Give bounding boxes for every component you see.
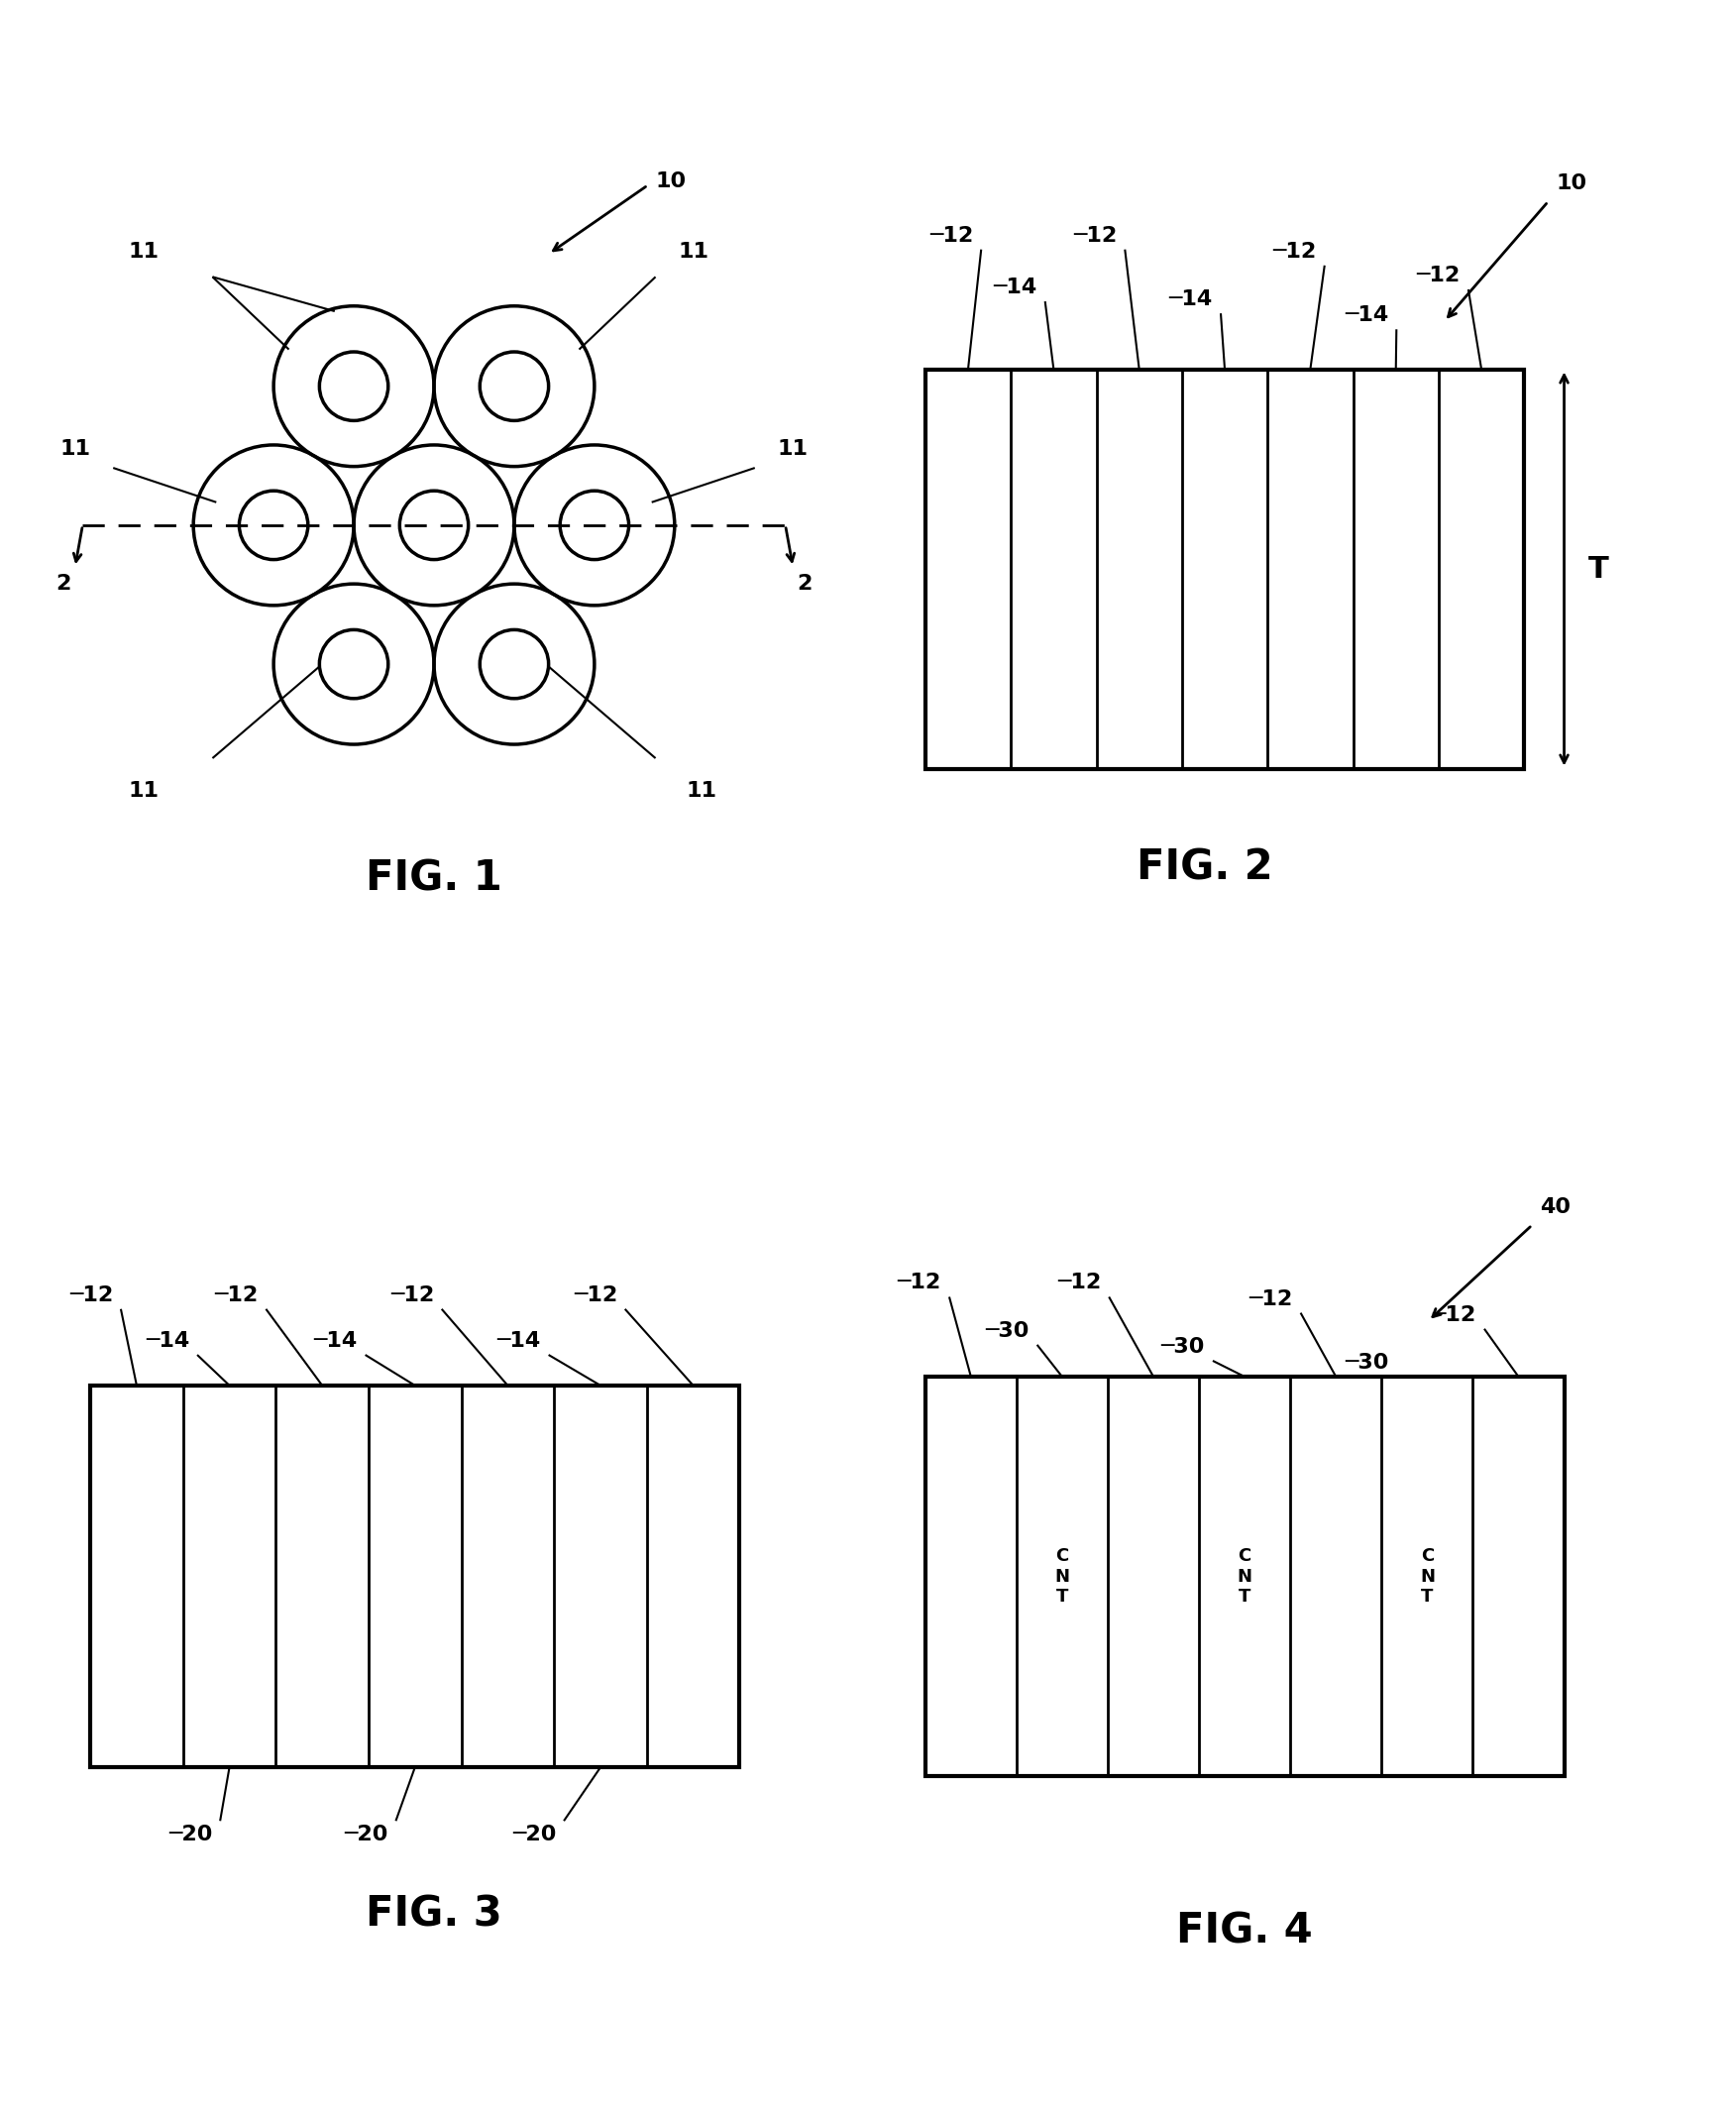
Text: ─12: ─12 xyxy=(69,1284,113,1306)
Text: T: T xyxy=(1588,554,1609,584)
Text: ─30: ─30 xyxy=(984,1320,1029,1342)
Text: ─12: ─12 xyxy=(1057,1274,1101,1293)
Text: ─12: ─12 xyxy=(1417,267,1460,286)
Text: 11: 11 xyxy=(128,781,160,802)
Bar xyxy=(1017,1378,1108,1775)
Text: 2: 2 xyxy=(797,573,812,595)
Text: C
N
T: C N T xyxy=(1055,1547,1069,1606)
Text: ─12: ─12 xyxy=(215,1284,259,1306)
Text: 2: 2 xyxy=(56,573,71,595)
Circle shape xyxy=(274,584,434,745)
Bar xyxy=(276,1386,368,1767)
Text: ─12: ─12 xyxy=(391,1284,434,1306)
Bar xyxy=(1108,1378,1200,1775)
Text: 10: 10 xyxy=(1555,174,1587,193)
Bar xyxy=(1290,1378,1382,1775)
Bar xyxy=(90,1386,182,1767)
Circle shape xyxy=(434,584,594,745)
Text: 11: 11 xyxy=(686,781,717,802)
Text: 11: 11 xyxy=(59,438,90,459)
Text: ─12: ─12 xyxy=(1432,1306,1476,1325)
Text: ─20: ─20 xyxy=(512,1824,556,1845)
Circle shape xyxy=(354,444,514,605)
Bar xyxy=(368,1386,462,1767)
Bar xyxy=(1010,370,1097,768)
Text: 11: 11 xyxy=(128,241,160,262)
Text: ─12: ─12 xyxy=(1248,1289,1293,1310)
Bar xyxy=(1200,1378,1290,1775)
Bar xyxy=(1097,370,1182,768)
Circle shape xyxy=(193,444,354,605)
Text: ─14: ─14 xyxy=(993,277,1036,298)
Text: ─14: ─14 xyxy=(146,1331,189,1350)
Text: ─12: ─12 xyxy=(1073,226,1116,245)
Bar xyxy=(925,1378,1017,1775)
Bar xyxy=(182,1386,276,1767)
Text: ─14: ─14 xyxy=(314,1331,358,1350)
Text: ─12: ─12 xyxy=(898,1274,941,1293)
Circle shape xyxy=(434,307,594,466)
Bar xyxy=(554,1386,648,1767)
Text: ─30: ─30 xyxy=(1161,1337,1205,1356)
Bar xyxy=(1352,370,1439,768)
Text: FIG. 2: FIG. 2 xyxy=(1137,846,1272,889)
Text: ─14: ─14 xyxy=(1345,305,1389,326)
Text: 11: 11 xyxy=(679,241,708,262)
Text: ─12: ─12 xyxy=(1272,241,1316,262)
Bar xyxy=(1439,370,1524,768)
Bar xyxy=(1267,370,1352,768)
Text: ─14: ─14 xyxy=(496,1331,542,1350)
Bar xyxy=(925,370,1010,768)
Bar xyxy=(462,1386,554,1767)
Text: ─14: ─14 xyxy=(1168,290,1213,309)
Bar xyxy=(925,1378,1564,1775)
Bar xyxy=(925,370,1524,768)
Bar xyxy=(1472,1378,1564,1775)
Circle shape xyxy=(514,444,675,605)
Text: FIG. 1: FIG. 1 xyxy=(366,857,502,899)
Text: ─20: ─20 xyxy=(344,1824,389,1845)
Text: ─12: ─12 xyxy=(929,226,974,245)
Text: FIG. 3: FIG. 3 xyxy=(366,1894,502,1936)
Text: 11: 11 xyxy=(778,438,809,459)
Circle shape xyxy=(274,307,434,466)
Text: ─20: ─20 xyxy=(168,1824,212,1845)
Text: ─12: ─12 xyxy=(573,1284,618,1306)
Bar xyxy=(1382,1378,1472,1775)
Bar xyxy=(90,1386,740,1767)
Text: 10: 10 xyxy=(656,171,686,190)
Bar xyxy=(648,1386,740,1767)
Text: 40: 40 xyxy=(1540,1198,1571,1217)
Text: C
N
T: C N T xyxy=(1420,1547,1434,1606)
Text: C
N
T: C N T xyxy=(1238,1547,1252,1606)
Text: FIG. 4: FIG. 4 xyxy=(1177,1911,1312,1951)
Text: ─30: ─30 xyxy=(1344,1352,1389,1373)
Bar xyxy=(1182,370,1267,768)
